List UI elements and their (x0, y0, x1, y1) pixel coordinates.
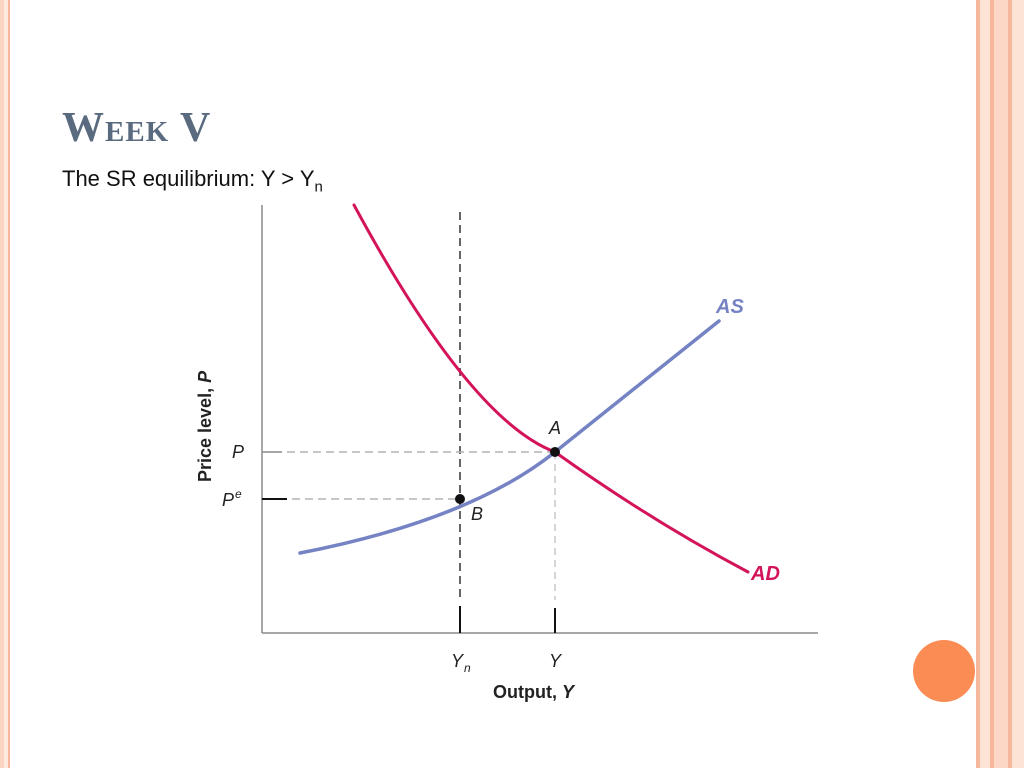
slide-subtitle: The SR equilibrium: Y > Yn (62, 166, 323, 195)
y-tick-label: Y (549, 651, 563, 671)
yn-tick-subscript: n (464, 661, 471, 675)
subtitle-subscript: n (314, 178, 323, 196)
y-axis-title-var: P (195, 370, 215, 383)
point-b (455, 494, 465, 504)
pe-tick-label: Pe (222, 487, 242, 510)
yn-tick-label: Yn (451, 651, 471, 675)
ad-curve-label: AD (750, 563, 780, 585)
y-axis-title-text: Price level, (195, 383, 215, 482)
x-axis-title-text: Output, (493, 682, 562, 702)
orange-circle-decoration (913, 640, 975, 702)
pe-tick-superscript: e (235, 487, 242, 501)
ad-curve (352, 203, 750, 574)
pe-tick-main: P (222, 490, 234, 510)
right-border-decoration (976, 0, 1024, 768)
p-tick-label: P (232, 442, 244, 462)
yn-tick-main: Y (451, 651, 465, 671)
point-b-label: B (471, 504, 483, 524)
x-axis-title-var: Y (562, 682, 576, 702)
as-curve-label: AS (715, 296, 744, 318)
slide-title: Week V (62, 105, 212, 151)
point-a (550, 447, 560, 457)
x-axis-title: Output, Y (493, 682, 576, 702)
subtitle-text: The SR equilibrium: Y > Y (62, 166, 315, 191)
left-border-decoration (0, 0, 10, 768)
point-a-label: A (548, 418, 561, 438)
y-axis-title: Price level, P (195, 370, 215, 482)
